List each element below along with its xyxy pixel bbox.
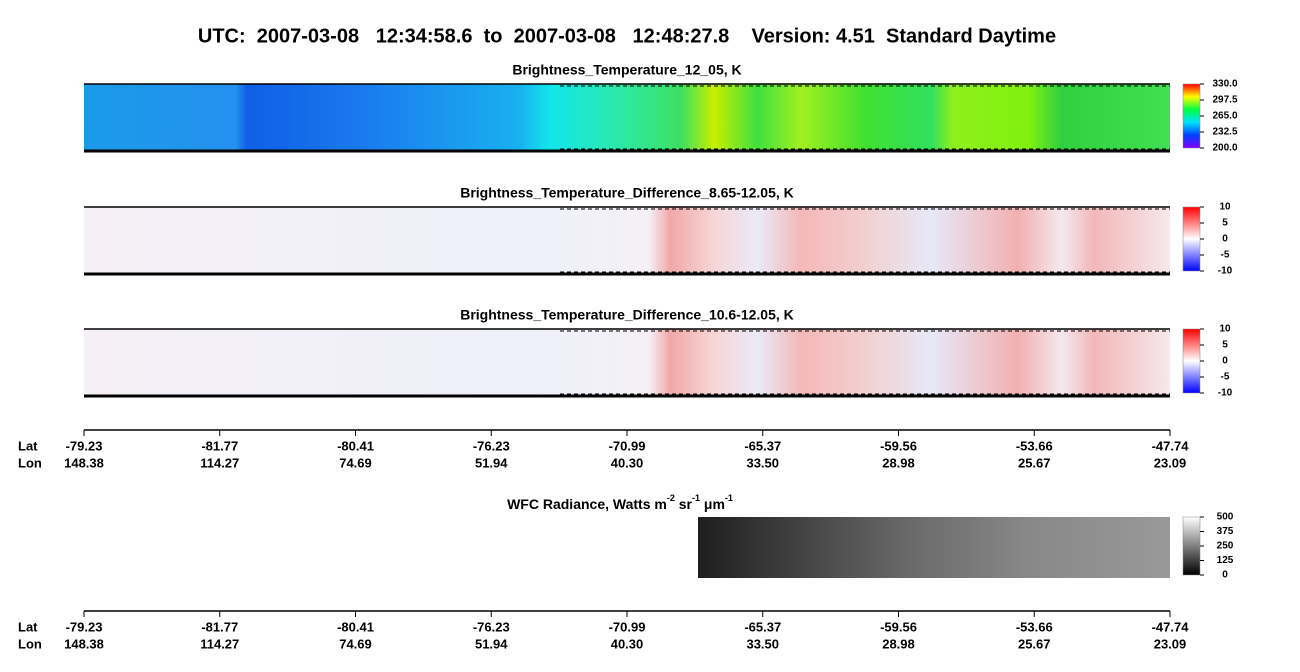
colorbar-label: 375 bbox=[1217, 526, 1234, 537]
lat-title: Lat bbox=[18, 619, 38, 634]
lon-label: 25.67 bbox=[1018, 636, 1051, 651]
lon-label: 23.09 bbox=[1154, 455, 1187, 470]
colorbar bbox=[1182, 328, 1201, 394]
lon-title: Lon bbox=[18, 455, 42, 470]
lat-label: -59.56 bbox=[880, 438, 917, 453]
lat-label: -59.56 bbox=[880, 619, 917, 634]
lon-label: 33.50 bbox=[746, 455, 779, 470]
lat-label: -70.99 bbox=[609, 619, 646, 634]
lat-label: -53.66 bbox=[1016, 619, 1053, 634]
colorbar-label: 5 bbox=[1222, 340, 1228, 351]
colorbar-label: -5 bbox=[1221, 372, 1230, 383]
lon-label: 40.30 bbox=[611, 455, 644, 470]
colorbar-label: 330.0 bbox=[1212, 79, 1237, 90]
lon-title: Lon bbox=[18, 636, 42, 651]
lon-label: 23.09 bbox=[1154, 636, 1187, 651]
colorbar-label: 297.5 bbox=[1212, 95, 1237, 106]
wfc-title: WFC Radiance, Watts m-2 sr-1 μm-1 bbox=[507, 493, 733, 511]
colorbar-label: 500 bbox=[1217, 512, 1234, 523]
lat-title: Lat bbox=[18, 438, 38, 453]
lon-label: 28.98 bbox=[882, 636, 915, 651]
swath-image bbox=[84, 84, 1170, 151]
colorbar-label: 10 bbox=[1219, 202, 1231, 213]
colorbar-label: 0 bbox=[1222, 356, 1228, 367]
figure-title: UTC: 2007-03-08 12:34:58.6 to 2007-03-08… bbox=[198, 25, 1056, 47]
colorbar-label: 125 bbox=[1217, 555, 1234, 566]
lat-label: -81.77 bbox=[201, 438, 238, 453]
lat-label: -70.99 bbox=[609, 438, 646, 453]
panel-title: Brightness_Temperature_Difference_10.6-1… bbox=[460, 307, 794, 323]
colorbar-label: 5 bbox=[1222, 218, 1228, 229]
lat-label: -47.74 bbox=[1152, 438, 1190, 453]
title-sup: -2 bbox=[667, 493, 675, 503]
lon-label: 28.98 bbox=[882, 455, 915, 470]
lat-label: -80.41 bbox=[337, 438, 374, 453]
lat-label: -79.23 bbox=[66, 619, 103, 634]
lat-label: -79.23 bbox=[66, 438, 103, 453]
lon-label: 148.38 bbox=[64, 636, 104, 651]
lat-label: -47.74 bbox=[1152, 619, 1190, 634]
lon-label: 25.67 bbox=[1018, 455, 1051, 470]
lon-label: 51.94 bbox=[475, 636, 508, 651]
colorbar-label: 0 bbox=[1222, 234, 1228, 245]
panel-title: Brightness_Temperature_12_05, K bbox=[512, 62, 741, 78]
lat-label: -76.23 bbox=[473, 438, 510, 453]
colorbar-label: -10 bbox=[1218, 388, 1233, 399]
colorbar-label: -10 bbox=[1218, 266, 1233, 277]
lat-label: -81.77 bbox=[201, 619, 238, 634]
lon-label: 114.27 bbox=[200, 636, 239, 651]
colorbar bbox=[1182, 206, 1201, 272]
colorbar-label: 200.0 bbox=[1212, 143, 1237, 154]
title-part: sr bbox=[675, 496, 693, 512]
colorbar-label: 10 bbox=[1219, 324, 1231, 335]
lon-label: 74.69 bbox=[339, 636, 372, 651]
lat-label: -80.41 bbox=[337, 619, 374, 634]
title-sup: -1 bbox=[692, 493, 700, 503]
colorbar bbox=[1182, 516, 1201, 576]
lon-label: 40.30 bbox=[611, 636, 644, 651]
title-part: μm bbox=[700, 496, 725, 512]
colorbar-label: 265.0 bbox=[1212, 111, 1237, 122]
lat-label: -76.23 bbox=[473, 619, 510, 634]
title-sup: -1 bbox=[725, 493, 733, 503]
colorbar-label: 0 bbox=[1222, 570, 1228, 581]
lat-label: -65.37 bbox=[744, 438, 781, 453]
lon-label: 114.27 bbox=[200, 455, 239, 470]
lon-label: 33.50 bbox=[746, 636, 779, 651]
colorbar-label: 232.5 bbox=[1212, 127, 1237, 138]
colorbar bbox=[1182, 83, 1201, 149]
swath-image bbox=[84, 329, 1170, 396]
lon-label: 74.69 bbox=[339, 455, 372, 470]
colorbar-label: -5 bbox=[1221, 250, 1230, 261]
colorbar-label: 250 bbox=[1217, 541, 1234, 552]
lat-label: -53.66 bbox=[1016, 438, 1053, 453]
title-part: WFC Radiance, Watts m bbox=[507, 496, 667, 512]
swath-image bbox=[84, 207, 1170, 274]
wfc-image bbox=[698, 517, 1170, 578]
panel-title: Brightness_Temperature_Difference_8.65-1… bbox=[460, 185, 794, 201]
lon-label: 148.38 bbox=[64, 455, 104, 470]
lon-label: 51.94 bbox=[475, 455, 508, 470]
lat-label: -65.37 bbox=[744, 619, 781, 634]
